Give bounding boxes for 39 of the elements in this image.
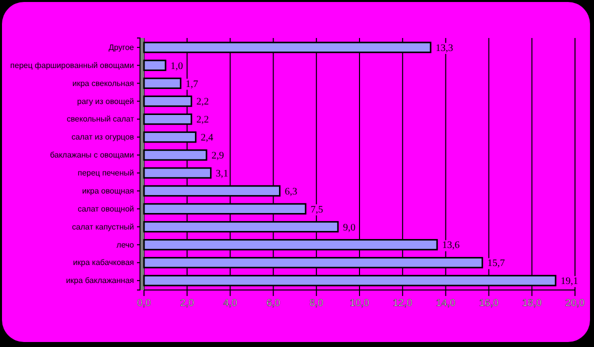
y-tick-label: перец печеный bbox=[78, 168, 134, 178]
x-tick-label: 6,0 bbox=[266, 298, 281, 310]
data-label: 13,3 bbox=[436, 42, 454, 54]
y-tick-label: свекольный салат bbox=[66, 114, 134, 124]
x-tick-label: 14,0 bbox=[436, 298, 456, 310]
data-label: 19,1 bbox=[560, 276, 578, 288]
data-label: 1,0 bbox=[170, 60, 184, 72]
y-tick-label: салат овощной bbox=[78, 204, 134, 214]
data-label: 2,4 bbox=[200, 132, 214, 144]
y-tick-label: икра кабачковая bbox=[72, 258, 134, 268]
data-label: 7,5 bbox=[310, 204, 324, 216]
data-label: 2,2 bbox=[196, 96, 209, 108]
x-tick-label: 16,0 bbox=[479, 298, 499, 310]
x-tick-label: 4,0 bbox=[223, 298, 238, 310]
y-tick-label: икра свекольная bbox=[72, 78, 134, 88]
y-tick-label: лечо bbox=[116, 240, 135, 250]
data-label: 1,7 bbox=[186, 78, 198, 90]
y-tick-label: баклажаны с овощами bbox=[50, 150, 134, 160]
y-tick-label: Другое bbox=[108, 42, 135, 52]
x-tick-label: 20,0 bbox=[565, 298, 586, 310]
y-tick-label: перец фаршированный овощами bbox=[10, 60, 134, 70]
y-tick-label: рагу из овощей bbox=[77, 96, 134, 106]
x-tick-label: 8,0 bbox=[309, 298, 324, 310]
x-tick-label: 10,0 bbox=[350, 298, 370, 310]
data-label: 9,0 bbox=[342, 222, 356, 234]
data-label: 13,6 bbox=[442, 240, 460, 252]
data-label: 2,9 bbox=[211, 150, 224, 162]
x-tick-label: 18,0 bbox=[522, 298, 542, 310]
x-tick-label: 0,0 bbox=[137, 298, 152, 310]
data-label: 15,7 bbox=[487, 258, 505, 270]
data-label: 2,2 bbox=[196, 114, 209, 126]
data-label: 3,1 bbox=[216, 168, 228, 180]
y-tick-label: салат из огурцов bbox=[71, 132, 134, 142]
x-tick-label: 2,0 bbox=[180, 298, 194, 310]
data-label: 6,3 bbox=[284, 186, 298, 198]
y-tick-label: икра баклажанная bbox=[66, 276, 134, 286]
y-tick-label: икра овощная bbox=[82, 186, 134, 196]
y-tick-label: салат капустный bbox=[72, 222, 134, 232]
x-tick-label: 12,0 bbox=[392, 298, 413, 310]
